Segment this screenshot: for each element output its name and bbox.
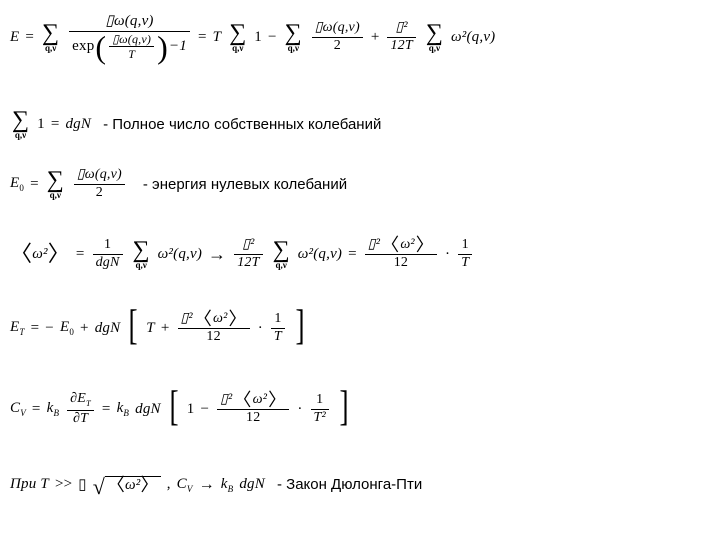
E-symbol: E: [10, 29, 19, 46]
label-total-modes: - Полное число собственных колебаний: [103, 116, 381, 133]
fraction-ET-h2avg-12: ▯² 〈ω²〉 12: [178, 312, 250, 344]
label-dulong-petit: - Закон Дюлонга-Пти: [277, 476, 422, 493]
sigma-qnu: ∑ q,ν: [42, 21, 59, 53]
fraction-dET-dT: ∂ET ∂T: [67, 392, 94, 426]
equation-avg-omega2: 〈ω²〉 = 1 dgN ∑ q,ν ω²(q,ν) → ▯² 12T ∑ q,…: [10, 238, 474, 270]
equation-total-modes: ∑ q,ν 1 = dgN - Полное число собственных…: [10, 108, 381, 140]
fraction-Cv-1-T2: 1 T²: [311, 393, 329, 425]
sigma-qnu-3: ∑ q,ν: [285, 21, 302, 53]
fraction-exp-arg: ▯ω(q,ν) T: [109, 33, 154, 61]
sigma-qnu-4: ∑ q,ν: [426, 21, 443, 53]
fraction-bose: ▯ω(q,ν) exp ( ▯ω(q,ν) T ) −1: [69, 14, 190, 61]
fraction-1-dgN: 1 dgN: [93, 238, 123, 270]
equation-energy-full: E = ∑ q,ν ▯ω(q,ν) exp ( ▯ω(q,ν) T ) −1 =…: [10, 14, 495, 61]
sigma-qnu-total: ∑ q,ν: [12, 108, 29, 140]
fraction-zero-point: ▯ω(q,ν) 2: [312, 21, 363, 53]
equation-dulong-petit: При T >> ▯ √ 〈ω²〉 , CV → kB dgN - Закон …: [10, 475, 422, 494]
label-zero-point: - энергия нулевых колебаний: [143, 176, 347, 193]
sigma-qnu-e0: ∑ q,ν: [47, 168, 64, 200]
fraction-Cv-h2avg-12: ▯² 〈ω²〉 12: [217, 393, 289, 425]
fraction-e0: ▯ω(q,ν) 2: [74, 168, 125, 200]
sigma-qnu-avg2: ∑ q,ν: [273, 238, 290, 270]
sigma-qnu-avg: ∑ q,ν: [133, 238, 150, 270]
equals-sign: =: [25, 29, 34, 46]
fraction-h2avg-12: ▯² 〈ω²〉 12: [365, 238, 437, 270]
equation-Cv: CV = kB ∂ET ∂T = kB dgN [ 1 − ▯² 〈ω²〉 12…: [10, 392, 351, 426]
fraction-ET-1-T: 1 T: [271, 312, 285, 344]
equation-ET: ET = − E0 + dgN [ T + ▯² 〈ω²〉 12 · 1 T ]: [10, 312, 307, 344]
fraction-h2-12T-avg: ▯² 12T: [234, 238, 262, 270]
sigma-qnu-2: ∑ q,ν: [229, 21, 246, 53]
sqrt-avg-omega2: √ 〈ω²〉: [93, 476, 161, 494]
fraction-hbar-12T: ▯² 12T: [387, 21, 415, 53]
fraction-1-T: 1 T: [458, 238, 472, 270]
equation-zero-point-energy: E0 = ∑ q,ν ▯ω(q,ν) 2 - энергия нулевых к…: [10, 168, 347, 200]
